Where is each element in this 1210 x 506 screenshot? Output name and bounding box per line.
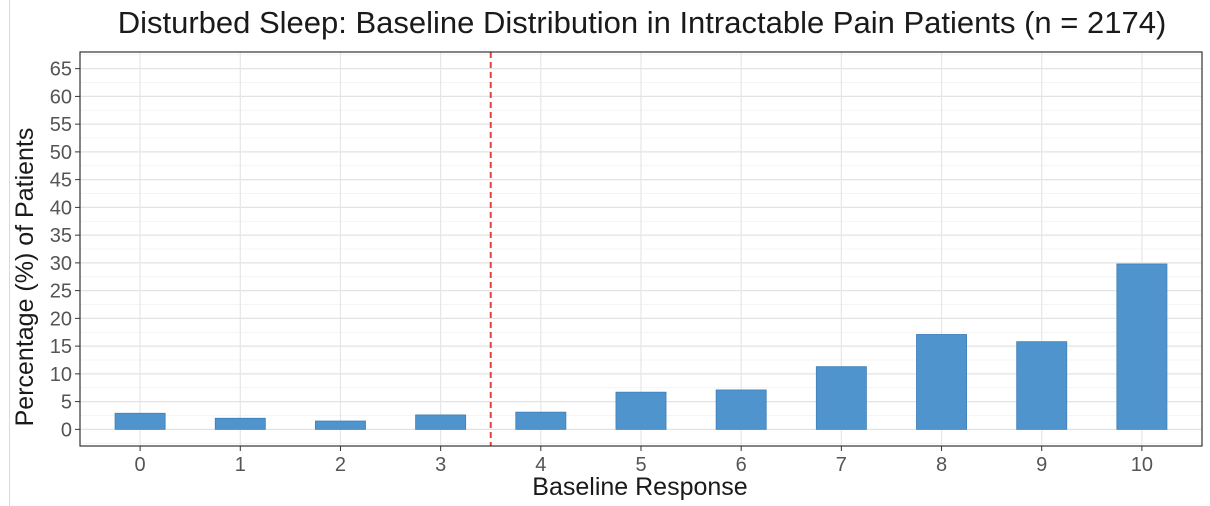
y-tick-label: 30 bbox=[50, 253, 72, 275]
x-tick-label: 0 bbox=[135, 454, 146, 476]
x-tick-label: 3 bbox=[435, 454, 446, 476]
y-axis-title: Percentage (%) of Patients bbox=[11, 128, 39, 427]
y-tick-label: 0 bbox=[61, 419, 72, 441]
bar-2 bbox=[315, 421, 365, 429]
chart-title: Disturbed Sleep: Baseline Distribution i… bbox=[118, 5, 1167, 40]
x-axis-ticks: 0 1 2 3 4 5 6 7 8 9 10 bbox=[135, 446, 1153, 476]
y-tick-label: 40 bbox=[50, 197, 72, 219]
x-axis-title: Baseline Response bbox=[532, 473, 747, 501]
x-tick-label: 8 bbox=[936, 454, 947, 476]
y-tick-label: 25 bbox=[50, 281, 72, 303]
x-tick-label: 9 bbox=[1036, 454, 1047, 476]
bar-10 bbox=[1117, 264, 1167, 429]
y-axis-ticks: 0 5 10 15 20 25 30 35 40 45 50 55 60 65 bbox=[50, 59, 80, 442]
bar-9 bbox=[1017, 342, 1067, 430]
x-tick-label: 1 bbox=[235, 454, 246, 476]
y-tick-label: 65 bbox=[50, 59, 72, 81]
y-tick-label: 50 bbox=[50, 142, 72, 164]
y-tick-label: 35 bbox=[50, 225, 72, 247]
bar-7 bbox=[816, 367, 866, 430]
y-tick-label: 45 bbox=[50, 170, 72, 192]
bar-5 bbox=[616, 392, 666, 429]
x-tick-label: 2 bbox=[335, 454, 346, 476]
bar-3 bbox=[416, 415, 466, 429]
bar-0 bbox=[115, 413, 165, 429]
y-tick-label: 55 bbox=[50, 114, 72, 136]
y-tick-label: 60 bbox=[50, 86, 72, 108]
x-tick-label: 7 bbox=[836, 454, 847, 476]
y-tick-label: 10 bbox=[50, 364, 72, 386]
y-tick-label: 20 bbox=[50, 308, 72, 330]
bar-4 bbox=[516, 412, 566, 429]
bar-8 bbox=[916, 334, 966, 429]
x-tick-label: 10 bbox=[1131, 454, 1153, 476]
y-tick-label: 15 bbox=[50, 336, 72, 358]
y-tick-label: 5 bbox=[61, 392, 72, 414]
bar-1 bbox=[215, 418, 265, 429]
bar-6 bbox=[716, 390, 766, 429]
